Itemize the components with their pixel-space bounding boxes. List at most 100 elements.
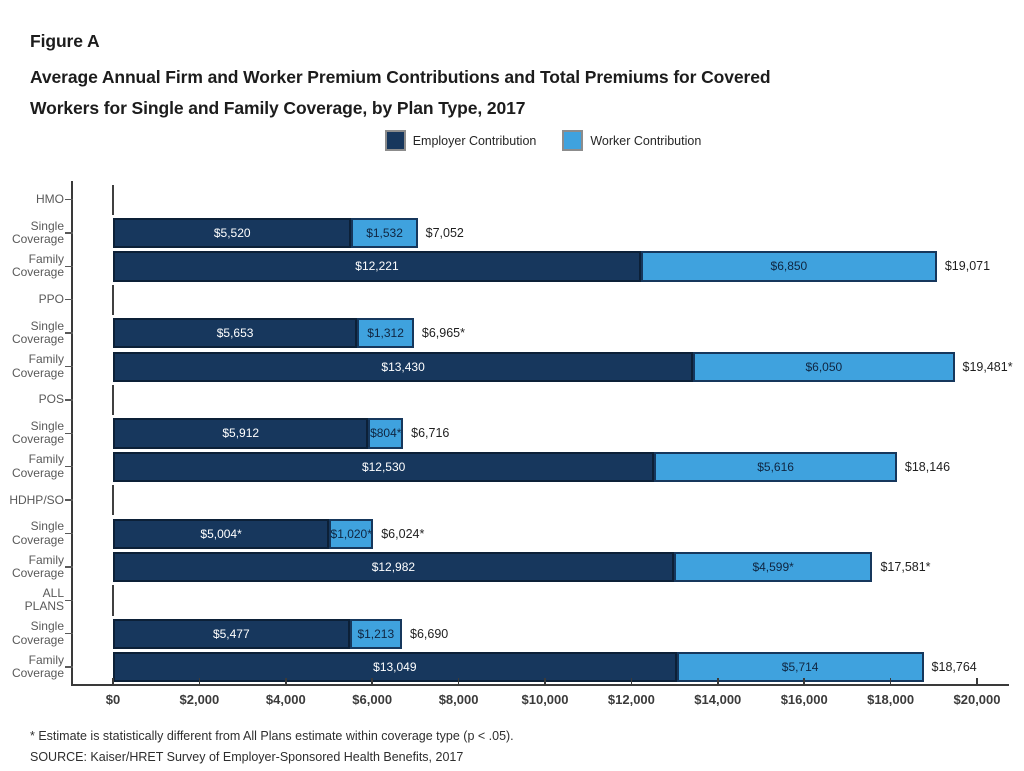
- y-label-line: Single: [30, 218, 64, 233]
- y-label-line: PLANS: [24, 599, 64, 614]
- worker-contribution-bar: $1,312: [357, 318, 414, 349]
- y-label-coverage: Single Coverage: [0, 317, 64, 350]
- employer-contribution-bar: $12,982: [113, 552, 674, 583]
- y-tick: [65, 265, 73, 268]
- x-axis-tick-label: $2,000: [179, 692, 220, 707]
- employer-contribution-bar: $5,912: [113, 418, 369, 449]
- worker-contribution-bar: $5,616: [654, 451, 897, 482]
- x-axis-tick: [544, 678, 546, 684]
- y-label-line: Coverage: [11, 365, 64, 380]
- y-label-coverage: Single Coverage: [0, 417, 64, 450]
- worker-contribution-bar: $804*: [368, 418, 404, 449]
- y-label-coverage: Family Coverage: [0, 550, 64, 583]
- y-label-coverage: Family Coverage: [0, 250, 64, 283]
- figure-title-line-2: Workers for Single and Family Coverage, …: [30, 98, 526, 118]
- worker-contribution-bar: $4,599*: [673, 552, 873, 583]
- employer-contribution-bar: $13,430: [113, 351, 694, 382]
- zero-baseline-mark: [112, 184, 114, 215]
- y-label-line: Family: [28, 251, 64, 266]
- x-axis-tick-label: $0: [105, 692, 121, 707]
- worker-contribution-bar: $1,020*: [329, 518, 374, 549]
- y-tick: [65, 365, 73, 368]
- y-label-coverage: Single Coverage: [0, 617, 64, 650]
- worker-contribution-bar: $1,532: [351, 218, 418, 249]
- y-label-coverage: Family Coverage: [0, 450, 64, 483]
- y-label-line: Coverage: [11, 265, 64, 280]
- y-tick: [65, 532, 73, 535]
- footnote-significance: * Estimate is statistically different fr…: [30, 729, 514, 743]
- y-label-line: HDHP/SO: [9, 492, 64, 507]
- legend: Employer Contribution Worker Contributio…: [0, 128, 1024, 153]
- y-label-line: Single: [30, 318, 64, 333]
- x-axis-tick: [112, 678, 114, 684]
- worker-contribution-bar: $1,213: [349, 618, 402, 649]
- worker-contribution-swatch-icon: [562, 130, 584, 151]
- y-tick: [65, 599, 73, 602]
- y-label-plan: HDHP/SO: [0, 484, 64, 517]
- total-premium-label: $18,764: [931, 660, 977, 675]
- total-premium-label: $6,690: [410, 626, 449, 641]
- x-axis-tick: [457, 678, 460, 684]
- y-label-coverage: Single Coverage: [0, 517, 64, 550]
- zero-baseline-mark: [112, 585, 114, 616]
- x-axis-tick: [371, 678, 373, 684]
- y-label-plan: POS: [0, 383, 64, 416]
- x-axis-tick: [630, 678, 633, 684]
- figure-label: Figure A: [30, 31, 100, 51]
- y-label-line: Coverage: [11, 432, 64, 447]
- x-axis-tick: [976, 678, 978, 684]
- x-axis-tick-label: $4,000: [265, 692, 306, 707]
- y-label-line: HMO: [36, 191, 64, 206]
- x-axis-line: [71, 684, 1009, 686]
- y-label-line: Coverage: [11, 332, 64, 347]
- figure-title: Average Annual Firm and Worker Premium C…: [30, 62, 771, 124]
- y-label-line: Single: [30, 619, 64, 634]
- zero-baseline-mark: [112, 385, 114, 416]
- y-label-coverage: Single Coverage: [0, 216, 64, 249]
- x-axis-tick-label: $10,000: [521, 692, 569, 707]
- y-label-line: ALL: [42, 585, 64, 600]
- zero-baseline-mark: [112, 485, 114, 516]
- y-tick: [65, 632, 73, 635]
- x-axis-tick-label: $8,000: [438, 692, 479, 707]
- x-axis-tick: [717, 678, 719, 684]
- y-label-line: Family: [28, 352, 64, 367]
- y-label-line: Coverage: [11, 666, 64, 681]
- y-label-line: Family: [28, 552, 64, 567]
- x-axis-tick: [198, 678, 201, 684]
- y-label-plan: PPO: [0, 283, 64, 316]
- x-axis-tick-label: $16,000: [780, 692, 828, 707]
- y-label-line: Single: [30, 418, 64, 433]
- y-tick: [65, 298, 73, 301]
- total-premium-label: $6,716: [411, 426, 450, 441]
- y-tick: [65, 465, 73, 468]
- figure-title-line-1: Average Annual Firm and Worker Premium C…: [30, 67, 771, 87]
- y-label-line: Coverage: [11, 232, 64, 247]
- x-axis-tick: [285, 678, 287, 684]
- legend-label-worker: Worker Contribution: [590, 133, 702, 148]
- legend-label-employer: Employer Contribution: [412, 133, 537, 148]
- x-axis-tick-label: $20,000: [953, 692, 1001, 707]
- worker-contribution-bar: $6,050: [693, 351, 955, 382]
- y-label-coverage: Family Coverage: [0, 350, 64, 383]
- x-axis-tick-label: $12,000: [607, 692, 655, 707]
- y-tick: [65, 499, 73, 501]
- x-axis-tick: [889, 678, 892, 684]
- y-label-line: Family: [28, 652, 64, 667]
- total-premium-label: $19,071: [944, 259, 991, 274]
- worker-contribution-bar: $6,850: [640, 251, 937, 282]
- y-label-line: POS: [38, 392, 64, 407]
- y-tick: [65, 332, 73, 334]
- y-label-line: Coverage: [11, 532, 64, 547]
- x-axis-tick-label: $14,000: [694, 692, 742, 707]
- total-premium-label: $17,581*: [880, 560, 931, 575]
- footnote-source: SOURCE: Kaiser/HRET Survey of Employer-S…: [30, 750, 464, 764]
- total-premium-label: $6,965*: [421, 326, 465, 341]
- x-axis-tick-label: $6,000: [352, 692, 393, 707]
- employer-contribution-bar: $13,049: [113, 652, 677, 683]
- employer-contribution-bar: $5,653: [113, 318, 358, 349]
- total-premium-label: $18,146: [904, 459, 951, 474]
- y-tick: [65, 432, 73, 435]
- y-label-line: Single: [30, 519, 64, 534]
